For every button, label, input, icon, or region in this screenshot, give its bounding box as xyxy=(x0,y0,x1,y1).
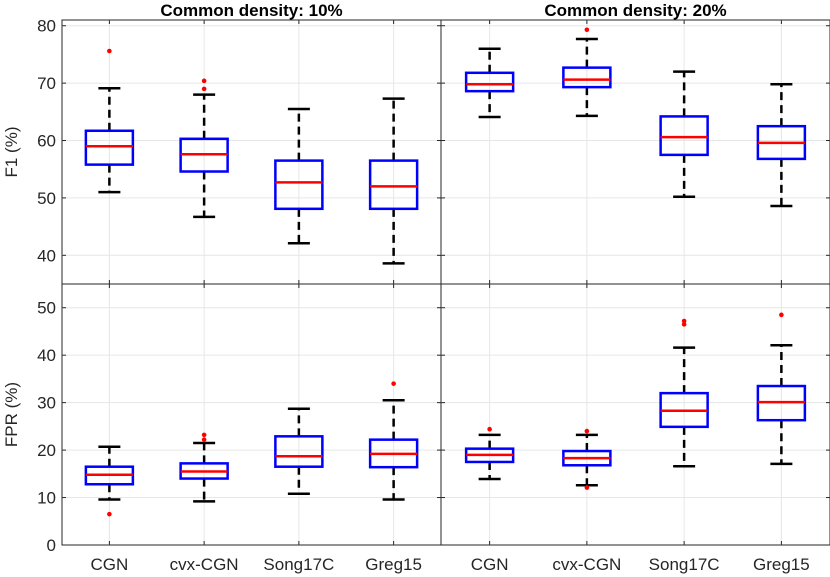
box-greg15 xyxy=(368,381,419,501)
outlier-point xyxy=(487,426,492,432)
box-song17c xyxy=(659,318,709,468)
x-tick-label: CGN xyxy=(471,555,509,574)
x-tick-label: CGN xyxy=(90,555,128,574)
outlier-point xyxy=(107,48,112,54)
panel-title: Common density: 10% xyxy=(160,1,342,20)
outlier-point xyxy=(681,322,687,327)
outlier-point xyxy=(584,485,590,490)
box-series xyxy=(464,27,807,208)
box-cvx-cgn xyxy=(562,27,612,118)
box-song17c xyxy=(659,70,709,199)
outlier-point xyxy=(201,78,207,84)
box-cvx-cgn xyxy=(179,78,229,219)
box-series xyxy=(464,312,807,490)
box-cgn xyxy=(464,426,515,481)
y-tick-label: 80 xyxy=(37,17,56,36)
x-tick-labels xyxy=(108,20,395,284)
x-tick-label: Song17C xyxy=(649,555,720,574)
x-tick-label: cvx-CGN xyxy=(552,555,621,574)
outlier-point xyxy=(779,312,784,318)
grid-lines xyxy=(62,20,441,284)
box-cvx-cgn xyxy=(562,428,612,490)
box-song17c xyxy=(274,407,324,495)
panel-fpr-density-10: 0 10 20 30 40 50 CGN cvx-CGN Song17C Greg15 FPR … xyxy=(2,283,442,574)
x-tick-label: Greg15 xyxy=(365,555,422,574)
y-axis-label: F1 (%) xyxy=(2,127,21,178)
y-tick-labels: 0 10 20 30 40 50 xyxy=(37,299,441,555)
panel-f1-density-10: 40 50 60 70 80 Common density: 10% F1 (%) xyxy=(2,1,442,285)
outlier-point xyxy=(391,381,396,386)
outlier-point xyxy=(584,27,590,33)
y-tick-label: 20 xyxy=(37,441,56,460)
panel-title: Common density: 20% xyxy=(544,1,726,20)
y-tick-labels: 40 50 60 70 80 xyxy=(37,17,441,265)
x-tick-labels: CGN cvx-CGN Song17C Greg15 xyxy=(471,284,810,574)
panel-background xyxy=(440,283,830,546)
iqr-box xyxy=(562,66,612,89)
iqr-box xyxy=(274,435,324,468)
outlier-point xyxy=(201,86,207,92)
y-axis-label: FPR (%) xyxy=(2,382,21,447)
iqr-box xyxy=(84,129,135,166)
panel-background xyxy=(61,283,442,546)
y-tick-labels xyxy=(441,307,830,546)
box-cgn xyxy=(84,445,135,517)
panel-background xyxy=(61,19,442,285)
iqr-box xyxy=(659,115,709,157)
box-cvx-cgn xyxy=(179,432,229,503)
y-tick-label: 60 xyxy=(37,132,56,151)
outlier-point xyxy=(681,318,687,324)
y-tick-label: 50 xyxy=(37,189,56,208)
y-tick-label: 10 xyxy=(37,489,56,508)
x-tick-labels: CGN cvx-CGN Song17C Greg15 xyxy=(90,284,422,574)
y-tick-label: 0 xyxy=(47,536,56,555)
y-tick-labels xyxy=(441,25,830,256)
outlier-point xyxy=(107,511,112,517)
box-series xyxy=(84,48,419,265)
box-cgn xyxy=(84,48,135,194)
box-song17c xyxy=(274,107,324,245)
y-tick-label: 50 xyxy=(37,299,56,318)
x-tick-label: Song17C xyxy=(263,555,334,574)
iqr-box xyxy=(368,159,419,211)
y-tick-label: 40 xyxy=(37,246,56,265)
x-tick-label: Greg15 xyxy=(753,555,810,574)
y-tick-label: 30 xyxy=(37,394,56,413)
iqr-box xyxy=(274,159,324,211)
box-greg15 xyxy=(368,97,419,265)
y-tick-label: 70 xyxy=(37,74,56,93)
box-cgn xyxy=(464,47,515,119)
panel-f1-density-20: Common density: 20% xyxy=(440,1,830,285)
iqr-box xyxy=(464,71,515,93)
x-tick-label: cvx-CGN xyxy=(170,555,239,574)
outlier-point xyxy=(201,437,207,442)
box-series xyxy=(84,381,419,517)
outlier-point xyxy=(584,428,590,434)
panel-background xyxy=(440,19,830,285)
box-greg15 xyxy=(756,83,807,208)
panel-fpr-density-20: CGN cvx-CGN Song17C Greg15 xyxy=(440,283,830,574)
box-greg15 xyxy=(756,312,807,466)
x-tick-labels xyxy=(489,20,782,284)
y-tick-label: 40 xyxy=(37,346,56,365)
outlier-point xyxy=(201,432,207,438)
